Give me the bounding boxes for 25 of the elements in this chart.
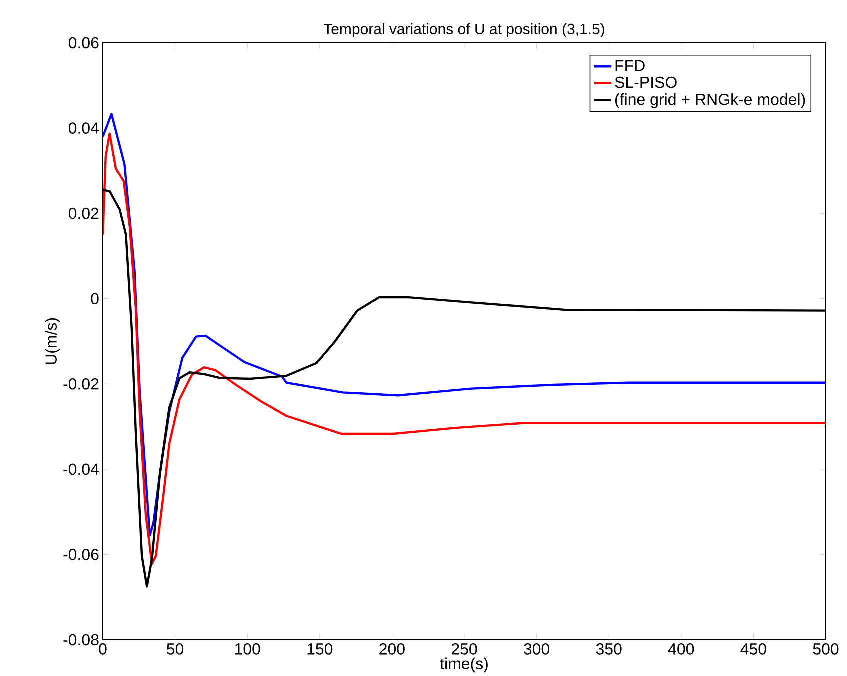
y-tick-label: 0.02 <box>68 208 99 220</box>
legend-label: (fine grid + RNGk-e model) <box>616 94 806 108</box>
y-tick-label: -0.08 <box>64 634 99 646</box>
chart-title: Temporal variations of U at position (3,1.5) <box>324 24 604 38</box>
y-tick-label: -0.04 <box>64 464 99 476</box>
x-tick-label: 250 <box>452 644 478 655</box>
y-tick-label: -0.06 <box>64 549 99 560</box>
x-axis-title: time(s) <box>440 658 488 673</box>
x-tick-label: 300 <box>524 644 550 655</box>
x-tick-label: 450 <box>740 644 766 655</box>
legend-label: SL-PISO <box>615 76 677 88</box>
x-tick-label: 350 <box>596 644 622 655</box>
x-tick-label: 50 <box>167 644 184 655</box>
y-tick-label: 0 <box>91 293 99 305</box>
x-tick-label: 0 <box>99 644 107 655</box>
y-axis-title: U(m/s) <box>45 318 60 364</box>
y-tick-label: 0.06 <box>68 37 99 49</box>
x-tick-label: 400 <box>668 644 694 655</box>
x-tick-label: 200 <box>380 644 405 655</box>
y-tick-label: 0.04 <box>68 122 99 134</box>
x-tick-label: 500 <box>813 644 839 655</box>
x-tick-label: 150 <box>308 644 333 655</box>
y-tick-label: -0.02 <box>64 378 99 390</box>
x-tick-label: 100 <box>235 644 260 655</box>
legend-label: FFD <box>616 60 645 72</box>
